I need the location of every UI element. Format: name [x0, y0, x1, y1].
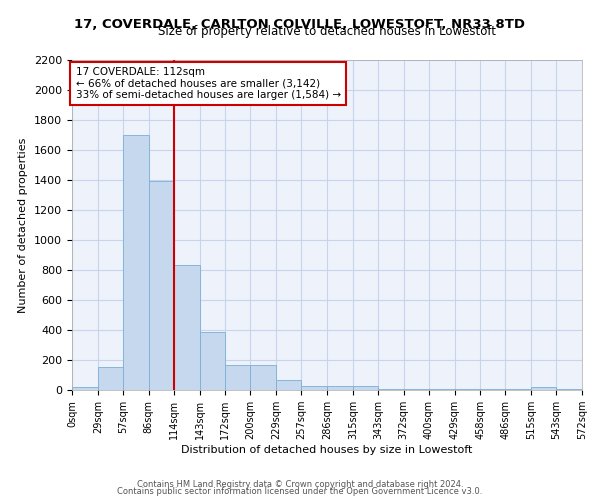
Text: 17 COVERDALE: 112sqm
← 66% of detached houses are smaller (3,142)
33% of semi-de: 17 COVERDALE: 112sqm ← 66% of detached h… — [76, 66, 341, 100]
Bar — [276, 380, 301, 390]
Y-axis label: Number of detached properties: Number of detached properties — [19, 138, 28, 312]
Bar — [226, 364, 250, 390]
Bar — [250, 364, 276, 390]
Bar — [123, 135, 149, 390]
Bar — [149, 180, 173, 390]
Text: Contains HM Land Registry data © Crown copyright and database right 2024.: Contains HM Land Registry data © Crown c… — [137, 480, 463, 489]
Bar — [481, 389, 505, 390]
Bar — [98, 367, 123, 390]
Bar — [505, 389, 531, 390]
Bar — [199, 332, 226, 390]
Title: Size of property relative to detached houses in Lowestoft: Size of property relative to detached ho… — [158, 25, 496, 38]
Bar — [72, 387, 98, 390]
Bar — [556, 389, 582, 390]
Bar — [327, 386, 353, 390]
Bar — [353, 386, 378, 390]
Bar — [378, 389, 404, 390]
Bar — [531, 387, 556, 390]
Bar — [404, 389, 428, 390]
X-axis label: Distribution of detached houses by size in Lowestoft: Distribution of detached houses by size … — [181, 445, 473, 455]
Text: 17, COVERDALE, CARLTON COLVILLE, LOWESTOFT, NR33 8TD: 17, COVERDALE, CARLTON COLVILLE, LOWESTO… — [74, 18, 526, 30]
Bar — [455, 389, 481, 390]
Bar — [173, 265, 199, 390]
Bar — [428, 389, 455, 390]
Bar — [301, 386, 327, 390]
Text: Contains public sector information licensed under the Open Government Licence v3: Contains public sector information licen… — [118, 487, 482, 496]
